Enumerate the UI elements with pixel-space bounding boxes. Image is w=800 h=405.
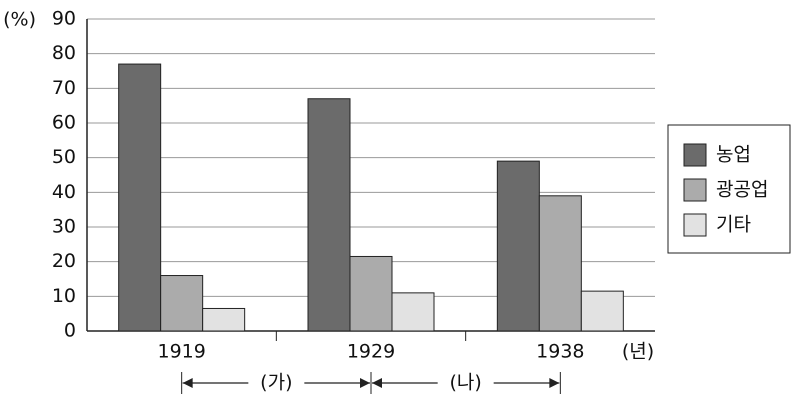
legend-label: 기타 [716, 214, 751, 236]
y-tick-label: 30 [52, 216, 76, 238]
legend-label: 농업 [716, 144, 751, 166]
legend-swatch [683, 213, 707, 237]
y-tick-label: 10 [52, 285, 76, 307]
arrow-head [372, 378, 382, 388]
legend-swatch [683, 143, 707, 167]
legend-swatch [683, 178, 707, 202]
x-tick-label: 1929 [347, 341, 395, 363]
y-tick-label: 50 [52, 146, 76, 168]
bar [202, 307, 246, 332]
arrow-head [182, 378, 193, 388]
x-axis-label: (년) [622, 341, 654, 363]
y-tick-label: 20 [52, 250, 76, 272]
bar [118, 63, 162, 332]
bar [307, 98, 351, 332]
y-tick-label: 0 [64, 320, 76, 342]
annotation: (가) [260, 372, 292, 394]
y-tick-label: 40 [52, 181, 76, 203]
bar [349, 255, 393, 332]
y-tick-label: 80 [52, 42, 76, 64]
annotation: (나) [450, 372, 482, 394]
bar [160, 275, 204, 332]
bar [391, 292, 435, 332]
x-tick-label: 1919 [157, 341, 205, 363]
y-tick-label: 70 [52, 77, 76, 99]
arrow-head [549, 378, 560, 388]
y-tick-label: 60 [52, 112, 76, 134]
y-tick-label: 90 [52, 8, 76, 30]
y-axis-label: (%) [3, 9, 36, 31]
legend-label: 광공업 [716, 179, 768, 201]
bar [580, 290, 624, 332]
arrow-head [360, 378, 370, 388]
bar [496, 160, 540, 332]
x-tick-label: 1938 [536, 341, 584, 363]
bar [538, 195, 582, 332]
